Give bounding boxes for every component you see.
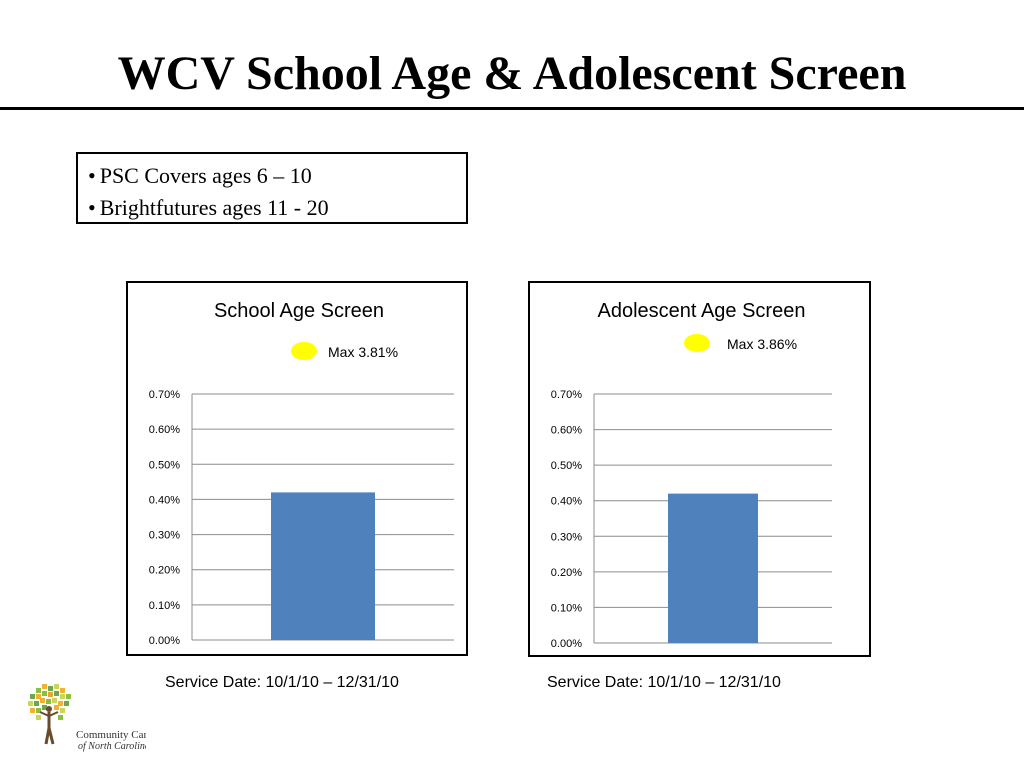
bullet-dot: •	[88, 163, 96, 188]
school-age-chart: School Age Screen Max 3.81% 0.00% 0.10% 0.20…	[126, 281, 468, 656]
bullet-box: • PSC Covers ages 6 – 10 • Brightfutures a…	[76, 152, 468, 224]
bullet-item: • Brightfutures ages 11 - 20	[88, 192, 456, 224]
tree-logo-icon: Community Care of North Carolina	[28, 684, 152, 752]
y-tick-label: 0.50%	[551, 460, 582, 472]
bullet-text: Brightfutures ages 11 - 20	[99, 195, 329, 220]
y-tick-label: 0.40%	[551, 496, 582, 508]
y-tick-label: 0.20%	[149, 565, 180, 577]
bullet-dot: •	[88, 195, 96, 220]
y-tick-label: 0.40%	[149, 494, 180, 506]
y-tick-label: 0.20%	[551, 567, 582, 579]
chart-title: Adolescent Age Screen	[598, 300, 806, 322]
y-tick-label: 0.30%	[149, 530, 180, 542]
service-date-caption: Service Date: 10/1/10 – 12/31/10	[165, 674, 399, 691]
y-tick-label: 0.10%	[149, 600, 180, 612]
adolescent-age-chart-svg: Adolescent Age Screen Max 3.86% 0.00% 0.10%…	[551, 300, 832, 650]
y-tick-label: 0.10%	[551, 602, 582, 614]
community-care-logo: Community Care of North Carolina	[22, 682, 152, 754]
y-tick-label: 0.70%	[149, 389, 180, 401]
y-tick-label: 0.30%	[551, 531, 582, 543]
bullet-item: • PSC Covers ages 6 – 10	[88, 160, 456, 192]
school-age-chart-svg: School Age Screen Max 3.81% 0.00% 0.10% 0.20…	[149, 300, 454, 647]
y-tick-label: 0.60%	[551, 425, 582, 437]
max-annotation: Max 3.86%	[727, 336, 797, 352]
bullet-text: PSC Covers ages 6 – 10	[99, 163, 312, 188]
y-tick-label: 0.70%	[551, 389, 582, 401]
adolescent-age-chart: Adolescent Age Screen Max 3.86% 0.00% 0.10%…	[528, 281, 871, 657]
service-date-caption: Service Date: 10/1/10 – 12/31/10	[547, 674, 781, 691]
title-divider	[0, 107, 1024, 110]
slide-title: WCV School Age & Adolescent Screen	[117, 47, 907, 100]
chart-title: School Age Screen	[214, 300, 384, 322]
logo-text-line1: Community Care	[76, 729, 146, 741]
y-tick-label: 0.00%	[551, 638, 582, 650]
max-marker-icon	[684, 334, 710, 352]
y-tick-label: 0.00%	[149, 635, 180, 647]
y-tick-label: 0.60%	[149, 424, 180, 436]
bar	[271, 492, 375, 640]
max-marker-icon	[291, 342, 317, 360]
bar	[668, 493, 758, 643]
logo-text-line2: of North Carolina	[78, 741, 146, 752]
y-tick-label: 0.50%	[149, 459, 180, 471]
max-annotation: Max 3.81%	[328, 344, 398, 360]
